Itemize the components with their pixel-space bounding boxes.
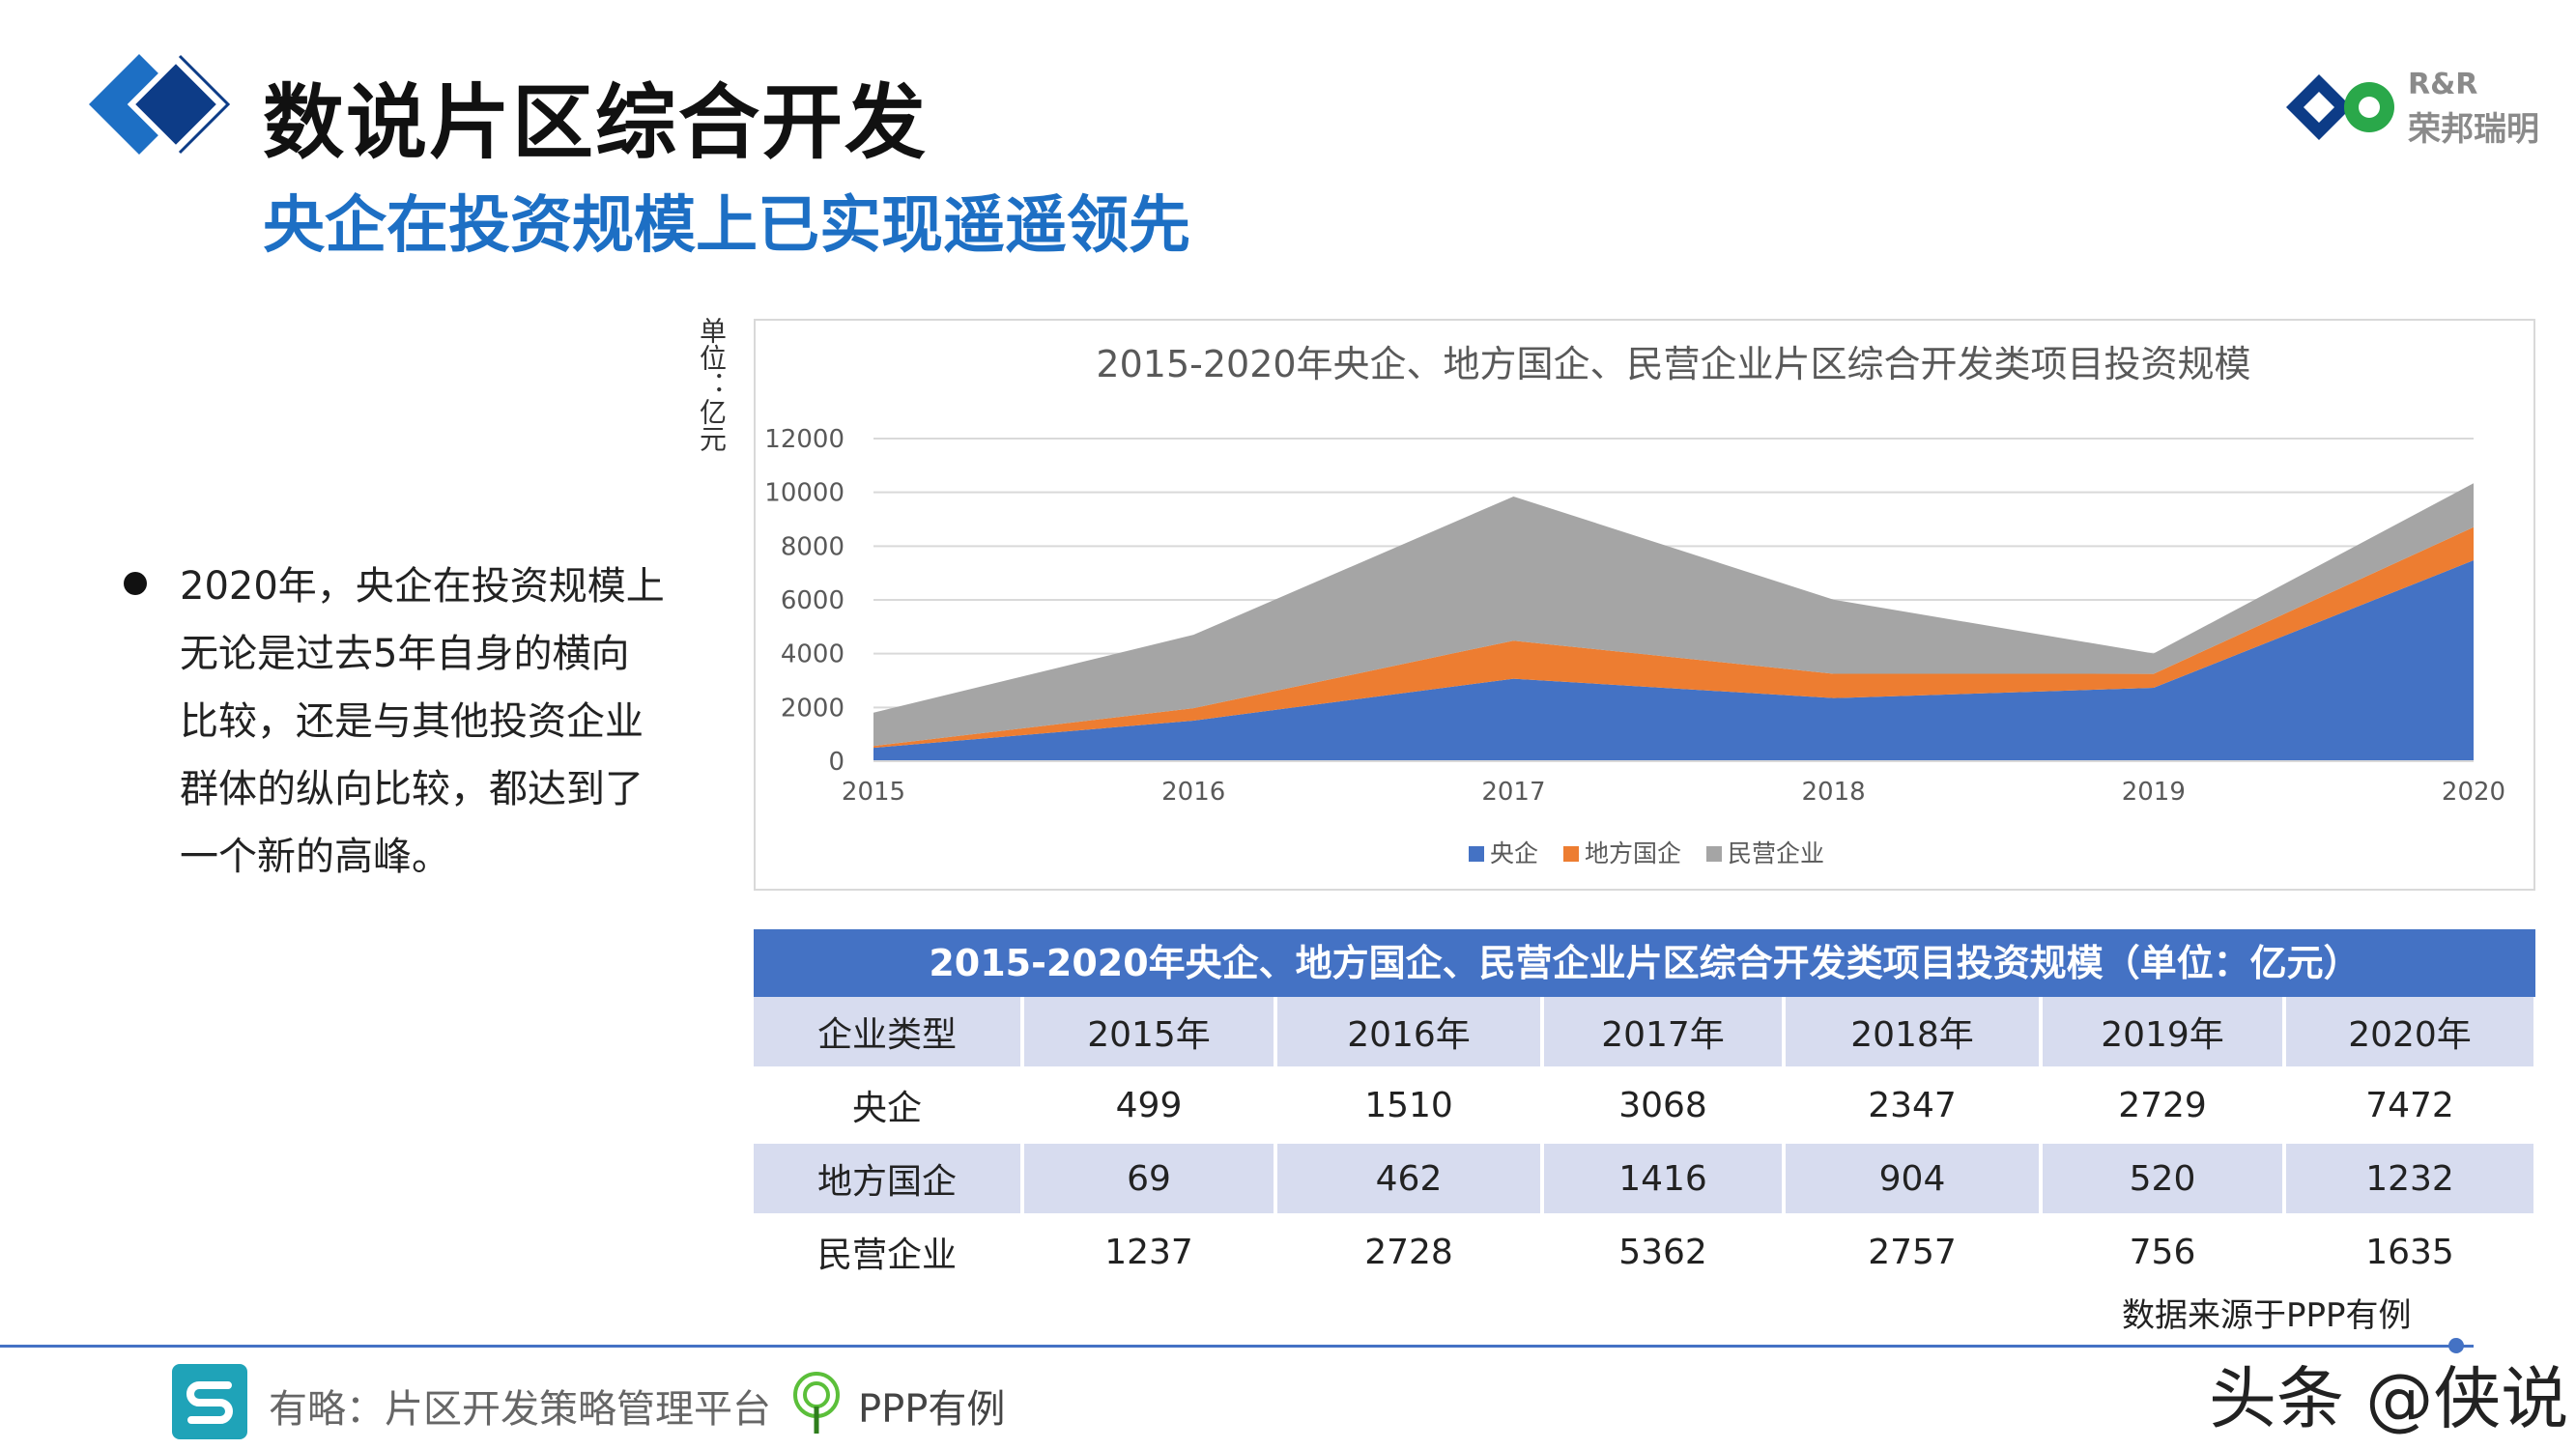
- bullet-line: 一个新的高峰。: [180, 835, 450, 879]
- page-subtitle: 央企在投资规模上已实现遥遥领先: [263, 190, 1190, 262]
- page-title: 数说片区综合开发: [263, 75, 929, 170]
- legend-swatch: [1469, 846, 1484, 862]
- brand-name-en: R&R: [2408, 68, 2478, 101]
- legend-label: 央企: [1490, 839, 1538, 867]
- table-cell: 520: [2041, 1142, 2286, 1217]
- table-header-cell: 2015年: [1022, 997, 1277, 1070]
- table-cell: 1237: [1022, 1215, 1277, 1291]
- logo-diamonds-icon: [89, 54, 231, 155]
- y-tick-label: 0: [828, 748, 844, 777]
- legend-label: 民营企业: [1728, 839, 1824, 867]
- table-row: 民营企业 1237 2728 5362 2757 756 1635: [754, 1215, 2537, 1291]
- table-cell: 地方国企: [754, 1142, 1024, 1217]
- table-cell: 756: [2041, 1215, 2286, 1291]
- table-cell: 1635: [2284, 1215, 2537, 1291]
- area-series-民营企业: [873, 483, 2474, 747]
- legend-swatch: [1563, 846, 1579, 862]
- area-chart: 2015-2020年央企、地方国企、民营企业片区综合开发类项目投资规模 12000…: [764, 343, 2505, 867]
- bullet-line: 群体的纵向比较，都达到了: [180, 767, 644, 811]
- table-cell: 2347: [1784, 1068, 2043, 1144]
- y-tick-label: 10000: [764, 479, 844, 508]
- table-header-cell: 企业类型: [754, 997, 1024, 1070]
- table-header-cell: 2016年: [1275, 997, 1544, 1070]
- table-cell: 1232: [2284, 1142, 2537, 1217]
- table-header-cell: 2018年: [1784, 997, 2043, 1070]
- x-tick-label: 2015: [842, 778, 905, 807]
- table-cell: 7472: [2284, 1068, 2537, 1144]
- brand-logo: R&R 荣邦瑞明: [2280, 64, 2539, 151]
- table-cell: 2729: [2041, 1068, 2286, 1144]
- data-source-note: 数据来源于PPP有例: [2122, 1296, 2412, 1335]
- table-cell: 民营企业: [754, 1215, 1024, 1291]
- area-series-地方国企: [873, 526, 2474, 749]
- bullet-text: 2020年，央企在投资规模上 无论是过去5年自身的横向 比较，还是与其他投资企业…: [180, 553, 682, 891]
- bullet-line: 2020年，央企在投资规模上: [180, 564, 665, 609]
- footer-divider: [0, 1345, 2474, 1348]
- table-title: 2015-2020年央企、地方国企、民营企业片区综合开发类项目投资规模（单位：亿…: [754, 929, 2535, 997]
- table-row: 地方国企 69 462 1416 904 520 1232: [754, 1142, 2537, 1217]
- y-tick-label: 6000: [781, 586, 844, 615]
- table-cell: 462: [1275, 1142, 1544, 1217]
- footer-ppp-text: PPP有例: [858, 1387, 1006, 1432]
- y-tick-label: 4000: [781, 640, 844, 669]
- chart-container: 2015-2020年央企、地方国企、民营企业片区综合开发类项目投资规模 12000…: [754, 319, 2535, 891]
- table-cell: 1510: [1275, 1068, 1544, 1144]
- x-tick-label: 2018: [1802, 778, 1866, 807]
- table-header-cell: 2017年: [1542, 997, 1786, 1070]
- table-body: 企业类型 2015年 2016年 2017年 2018年 2019年 2020年…: [754, 997, 2537, 1291]
- x-tick-label: 2019: [2122, 778, 2186, 807]
- table-cell: 499: [1022, 1068, 1277, 1144]
- footer-dot-icon: [2448, 1338, 2464, 1353]
- brand-name-cn: 荣邦瑞明: [2408, 110, 2539, 149]
- data-table: 2015-2020年央企、地方国企、民营企业片区综合开发类项目投资规模（单位：亿…: [754, 929, 2537, 1291]
- table-cell: 904: [1784, 1142, 2043, 1217]
- y-tick-label: 12000: [764, 425, 844, 454]
- x-tick-label: 2017: [1481, 778, 1545, 807]
- x-tick-label: 2020: [2442, 778, 2505, 807]
- table-header-cell: 2020年: [2284, 997, 2537, 1070]
- chart-title: 2015-2020年央企、地方国企、民营企业片区综合开发类项目投资规模: [1096, 343, 2250, 385]
- table-cell: 2728: [1275, 1215, 1544, 1291]
- bullet-line: 无论是过去5年自身的横向: [180, 632, 630, 676]
- y-tick-label: 8000: [781, 532, 844, 561]
- table-cell: 3068: [1542, 1068, 1786, 1144]
- bullet-line: 比较，还是与其他投资企业: [180, 699, 644, 744]
- x-tick-label: 2016: [1161, 778, 1225, 807]
- area-series-央企: [873, 560, 2474, 761]
- table-cell: 1416: [1542, 1142, 1786, 1217]
- table-cell: 央企: [754, 1068, 1024, 1144]
- table-row: 央企 499 1510 3068 2347 2729 7472: [754, 1068, 2537, 1144]
- y-tick-label: 2000: [781, 694, 844, 723]
- legend-swatch: [1706, 846, 1722, 862]
- table-header-cell: 2019年: [2041, 997, 2286, 1070]
- legend-label: 地方国企: [1585, 839, 1681, 867]
- bullet-dot-icon: [124, 572, 147, 595]
- footer-platform-text: 有略：片区开发策略管理平台: [269, 1387, 771, 1432]
- table-cell: 69: [1022, 1142, 1277, 1217]
- table-cell: 5362: [1542, 1215, 1786, 1291]
- ppp-pin-icon: [793, 1372, 840, 1434]
- youlue-logo-icon: [172, 1364, 247, 1439]
- brand-mark-icon: [2286, 74, 2394, 140]
- unit-label: 单位：亿元: [696, 317, 728, 452]
- table-header-row: 企业类型 2015年 2016年 2017年 2018年 2019年 2020年: [754, 997, 2537, 1070]
- table-cell: 2757: [1784, 1215, 2043, 1291]
- watermark-text: 头条 @侠说: [2209, 1359, 2569, 1438]
